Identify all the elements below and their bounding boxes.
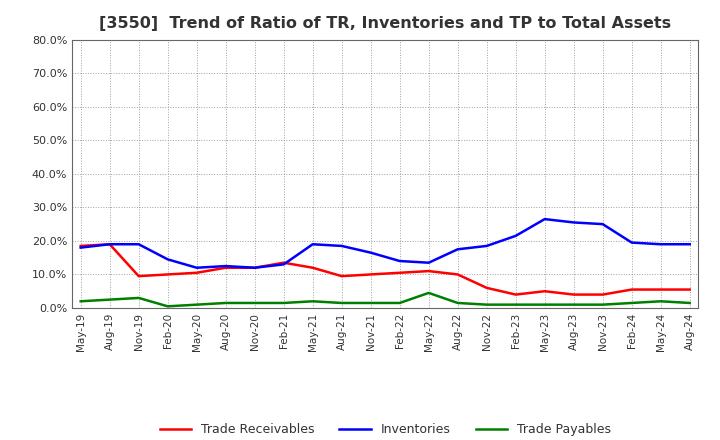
Inventories [221,264,230,269]
Inventories [279,262,288,267]
Trade Payables [541,302,549,307]
Trade Receivables [424,268,433,274]
Inventories [105,242,114,247]
Inventories [657,242,665,247]
Trade Receivables [221,265,230,270]
Trade Payables [395,301,404,306]
Title: [3550]  Trend of Ratio of TR, Inventories and TP to Total Assets: [3550] Trend of Ratio of TR, Inventories… [99,16,671,32]
Inventories [395,258,404,264]
Trade Receivables [482,285,491,290]
Inventories [338,243,346,249]
Trade Payables [76,299,85,304]
Trade Receivables [570,292,578,297]
Trade Receivables [135,274,143,279]
Inventories [251,265,259,270]
Inventories [685,242,694,247]
Trade Receivables [338,274,346,279]
Trade Payables [482,302,491,307]
Inventories [541,216,549,222]
Inventories [192,265,201,270]
Inventories [482,243,491,249]
Line: Trade Payables: Trade Payables [81,293,690,306]
Inventories [163,257,172,262]
Trade Payables [105,297,114,302]
Trade Payables [511,302,520,307]
Trade Payables [366,301,375,306]
Trade Payables [135,295,143,301]
Inventories [454,247,462,252]
Trade Receivables [511,292,520,297]
Trade Receivables [395,270,404,275]
Trade Payables [598,302,607,307]
Trade Receivables [308,265,317,270]
Trade Payables [279,301,288,306]
Trade Payables [338,301,346,306]
Inventories [76,245,85,250]
Trade Receivables [657,287,665,292]
Inventories [570,220,578,225]
Line: Trade Receivables: Trade Receivables [81,244,690,295]
Trade Payables [251,301,259,306]
Trade Payables [570,302,578,307]
Trade Payables [221,301,230,306]
Trade Receivables [366,272,375,277]
Inventories [135,242,143,247]
Inventories [627,240,636,245]
Trade Payables [685,301,694,306]
Inventories [598,221,607,227]
Trade Payables [163,304,172,309]
Trade Receivables [598,292,607,297]
Inventories [511,233,520,238]
Trade Receivables [541,289,549,294]
Inventories [366,250,375,255]
Trade Receivables [454,272,462,277]
Trade Receivables [279,260,288,265]
Trade Receivables [105,242,114,247]
Line: Inventories: Inventories [81,219,690,268]
Trade Receivables [192,270,201,275]
Trade Payables [424,290,433,296]
Inventories [424,260,433,265]
Legend: Trade Receivables, Inventories, Trade Payables: Trade Receivables, Inventories, Trade Pa… [155,418,616,440]
Trade Receivables [76,243,85,249]
Trade Receivables [685,287,694,292]
Trade Payables [308,299,317,304]
Trade Receivables [251,265,259,270]
Inventories [308,242,317,247]
Trade Payables [192,302,201,307]
Trade Payables [627,301,636,306]
Trade Receivables [627,287,636,292]
Trade Receivables [163,272,172,277]
Trade Payables [454,301,462,306]
Trade Payables [657,299,665,304]
